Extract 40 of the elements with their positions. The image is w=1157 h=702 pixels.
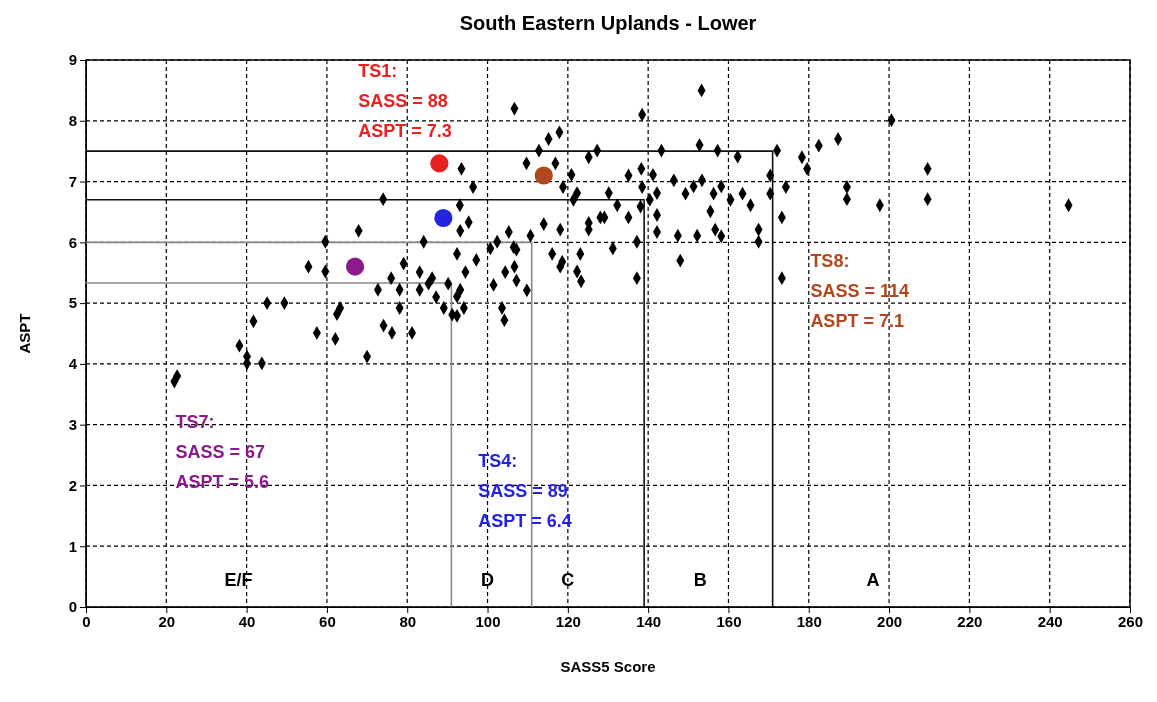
annotation: A — [866, 569, 880, 590]
x-tick-label: 180 — [796, 612, 822, 630]
y-tick-label: 4 — [68, 355, 78, 373]
x-tick-label: 220 — [957, 612, 983, 630]
x-tick-label: 100 — [475, 612, 501, 630]
x-tick-label: 120 — [555, 612, 581, 630]
point — [430, 154, 449, 173]
x-tick-label: 60 — [319, 612, 336, 630]
annotation: E/F — [224, 569, 253, 590]
annotation: TS8: SASS = 114 ASPT = 7.1 — [810, 250, 909, 331]
annotation: D — [481, 569, 495, 590]
x-axis-title: SASS5 Score — [560, 658, 656, 675]
y-tick-label: 0 — [68, 598, 77, 616]
annotation: TS1: SASS = 88 ASPT = 7.3 — [358, 61, 452, 142]
annotation: TS7: SASS = 67 ASPT = 5.6 — [175, 411, 270, 492]
x-tick-label: 260 — [1117, 612, 1144, 630]
point — [534, 166, 553, 185]
chart-title: South Eastern Uplands - Lower — [459, 12, 757, 34]
y-tick-label: 7 — [68, 172, 77, 190]
x-tick-label: 20 — [158, 612, 176, 630]
y-axis-title: ASPT — [16, 313, 33, 354]
x-tick-label: 0 — [82, 612, 91, 630]
x-tick-label: 160 — [716, 612, 742, 630]
y-tick-label: 8 — [68, 112, 77, 130]
y-tick-label: 5 — [68, 294, 77, 312]
x-tick-label: 200 — [877, 612, 903, 630]
x-tick-label: 240 — [1037, 612, 1063, 630]
x-tick-label: 80 — [399, 612, 417, 630]
annotation: TS4: SASS = 89 ASPT = 6.4 — [478, 451, 572, 532]
y-tick-label: 2 — [68, 476, 77, 494]
y-tick-label: 3 — [68, 415, 77, 433]
point — [434, 208, 453, 228]
y-tick-label: 1 — [68, 537, 77, 555]
y-tick-label: 6 — [68, 233, 77, 251]
point — [345, 257, 365, 276]
annotation: B — [693, 569, 707, 590]
x-tick-label: 40 — [238, 612, 256, 630]
y-tick-label: 9 — [68, 51, 77, 69]
annotation: C — [561, 569, 575, 590]
x-tick-label: 140 — [636, 612, 662, 630]
